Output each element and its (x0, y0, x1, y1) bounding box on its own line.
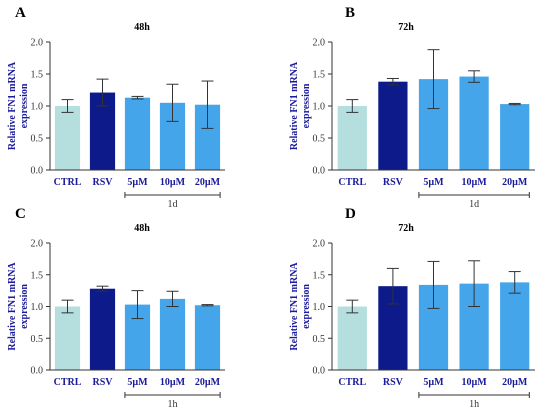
chart-title: 48h (134, 223, 150, 234)
y-tick-label: 0.5 (31, 334, 44, 345)
chart-title: 72h (398, 22, 414, 33)
bar (500, 104, 530, 170)
y-axis-label-line: expression (19, 83, 30, 128)
y-tick-label: 2.0 (313, 38, 326, 49)
panel-label: C (15, 206, 26, 222)
bar (54, 106, 81, 170)
y-tick-label: 1.0 (313, 102, 326, 113)
y-tick-label: 1.5 (31, 70, 44, 81)
bar (124, 97, 151, 170)
x-category-label: CTRL (54, 177, 82, 188)
bar (459, 76, 489, 170)
x-category-label: RSV (92, 177, 113, 188)
y-axis-label: Relative FN1 mRNAexpression (7, 262, 30, 351)
y-tick-label: 2.0 (313, 239, 326, 250)
x-category-label: 20µM (195, 377, 221, 388)
x-category-label: 10µM (160, 177, 186, 188)
x-category-label: CTRL (338, 377, 366, 388)
y-axis-label-line: Relative FN1 mRNA (289, 61, 300, 150)
x-category-label: CTRL (54, 377, 82, 388)
x-category-label: 20µM (502, 377, 528, 388)
bar (159, 298, 186, 370)
x-category-label: 5µM (127, 377, 148, 388)
y-tick-label: 1.0 (31, 102, 44, 113)
y-tick-label: 1.0 (31, 302, 44, 313)
chart-panel-a: A 48h Relative FN1 mRNAexpression 0.0 0.5 1.0… (7, 5, 225, 210)
bar (54, 306, 81, 370)
y-tick-label: 1.5 (313, 270, 326, 281)
chart-title: 48h (134, 22, 150, 33)
y-axis-label-line: Relative FN1 mRNA (289, 262, 300, 351)
y-tick-label: 1.0 (313, 302, 326, 313)
x-category-label: 5µM (127, 177, 148, 188)
y-tick-label: 0.0 (31, 366, 44, 377)
y-tick-label: 0.5 (313, 334, 326, 345)
y-tick-label: 0.0 (31, 166, 44, 177)
y-tick-label: 2.0 (31, 38, 44, 49)
chart-panel-b: B 72h Relative FN1 mRNAexpression 0.0 0.5 1.0… (289, 5, 535, 210)
y-axis-label-line: expression (19, 284, 30, 329)
y-tick-label: 2.0 (31, 239, 44, 250)
y-tick-label: 0.5 (31, 134, 44, 145)
x-category-label: 10µM (461, 377, 487, 388)
dose-bracket-label: 1d (469, 199, 479, 210)
x-category-label: 5µM (423, 177, 444, 188)
x-category-label: 20µM (502, 177, 528, 188)
x-category-label: CTRL (338, 177, 366, 188)
y-axis-label: Relative FN1 mRNAexpression (289, 262, 312, 351)
x-category-label: 5µM (423, 377, 444, 388)
bar (89, 288, 116, 370)
bar (337, 106, 367, 170)
bar (337, 306, 367, 370)
panel-label: A (15, 5, 26, 21)
chart-panel-d: D 72h Relative FN1 mRNAexpression 0.0 0.5 1.0… (289, 206, 535, 408)
x-category-label: 10µM (461, 177, 487, 188)
y-tick-label: 0.0 (313, 366, 326, 377)
y-tick-label: 0.0 (313, 166, 326, 177)
x-category-label: 20µM (195, 177, 221, 188)
y-axis-label-line: expression (301, 83, 312, 128)
x-category-label: RSV (383, 377, 404, 388)
x-category-label: 10µM (160, 377, 186, 388)
y-tick-label: 0.5 (313, 134, 326, 145)
y-axis-label-line: Relative FN1 mRNA (7, 61, 18, 150)
x-category-label: RSV (92, 377, 113, 388)
dose-bracket-label: 1d (168, 199, 178, 210)
x-category-label: RSV (383, 177, 404, 188)
bar (194, 305, 221, 370)
dose-bracket-label: 1h (469, 399, 479, 408)
chart-title: 72h (398, 223, 414, 234)
panel-label: D (345, 206, 356, 222)
panel-label: B (345, 5, 355, 21)
y-tick-label: 1.5 (313, 70, 326, 81)
y-tick-label: 1.5 (31, 270, 44, 281)
bar (500, 282, 530, 370)
y-axis-label-line: expression (301, 284, 312, 329)
bar (378, 81, 408, 170)
y-axis-label-line: Relative FN1 mRNA (7, 262, 18, 351)
y-axis-label: Relative FN1 mRNAexpression (289, 61, 312, 150)
chart-panel-c: C 48h Relative FN1 mRNAexpression 0.0 0.5 1.0… (7, 206, 225, 408)
dose-bracket-label: 1h (168, 399, 178, 408)
y-axis-label: Relative FN1 mRNAexpression (7, 61, 30, 150)
